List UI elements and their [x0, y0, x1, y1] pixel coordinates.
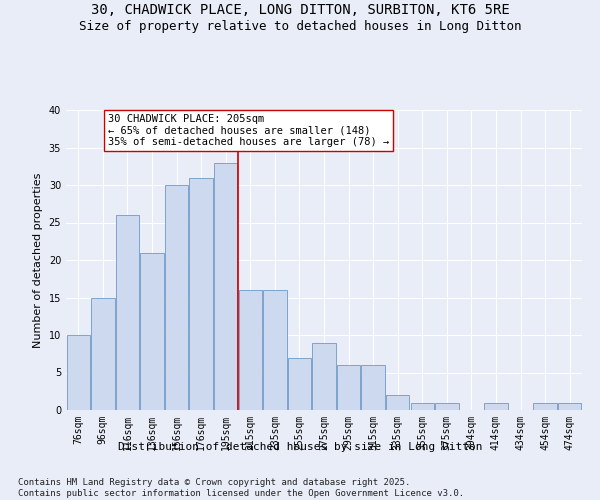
Bar	[337, 365, 360, 410]
Bar	[288, 358, 311, 410]
Text: Distribution of detached houses by size in Long Ditton: Distribution of detached houses by size …	[118, 442, 482, 452]
Bar	[91, 298, 115, 410]
Bar	[165, 185, 188, 410]
Bar	[558, 402, 581, 410]
Y-axis label: Number of detached properties: Number of detached properties	[33, 172, 43, 348]
Bar	[239, 290, 262, 410]
Bar	[140, 252, 164, 410]
Bar	[116, 215, 139, 410]
Text: 30, CHADWICK PLACE, LONG DITTON, SURBITON, KT6 5RE: 30, CHADWICK PLACE, LONG DITTON, SURBITO…	[91, 2, 509, 16]
Bar	[313, 342, 335, 410]
Bar	[435, 402, 458, 410]
Bar	[67, 335, 90, 410]
Text: 30 CHADWICK PLACE: 205sqm
← 65% of detached houses are smaller (148)
35% of semi: 30 CHADWICK PLACE: 205sqm ← 65% of detac…	[108, 114, 389, 147]
Bar	[410, 402, 434, 410]
Bar	[484, 402, 508, 410]
Bar	[533, 402, 557, 410]
Bar	[190, 178, 213, 410]
Text: Contains HM Land Registry data © Crown copyright and database right 2025.
Contai: Contains HM Land Registry data © Crown c…	[18, 478, 464, 498]
Bar	[214, 162, 238, 410]
Text: Size of property relative to detached houses in Long Ditton: Size of property relative to detached ho…	[79, 20, 521, 33]
Bar	[263, 290, 287, 410]
Bar	[386, 395, 409, 410]
Bar	[361, 365, 385, 410]
